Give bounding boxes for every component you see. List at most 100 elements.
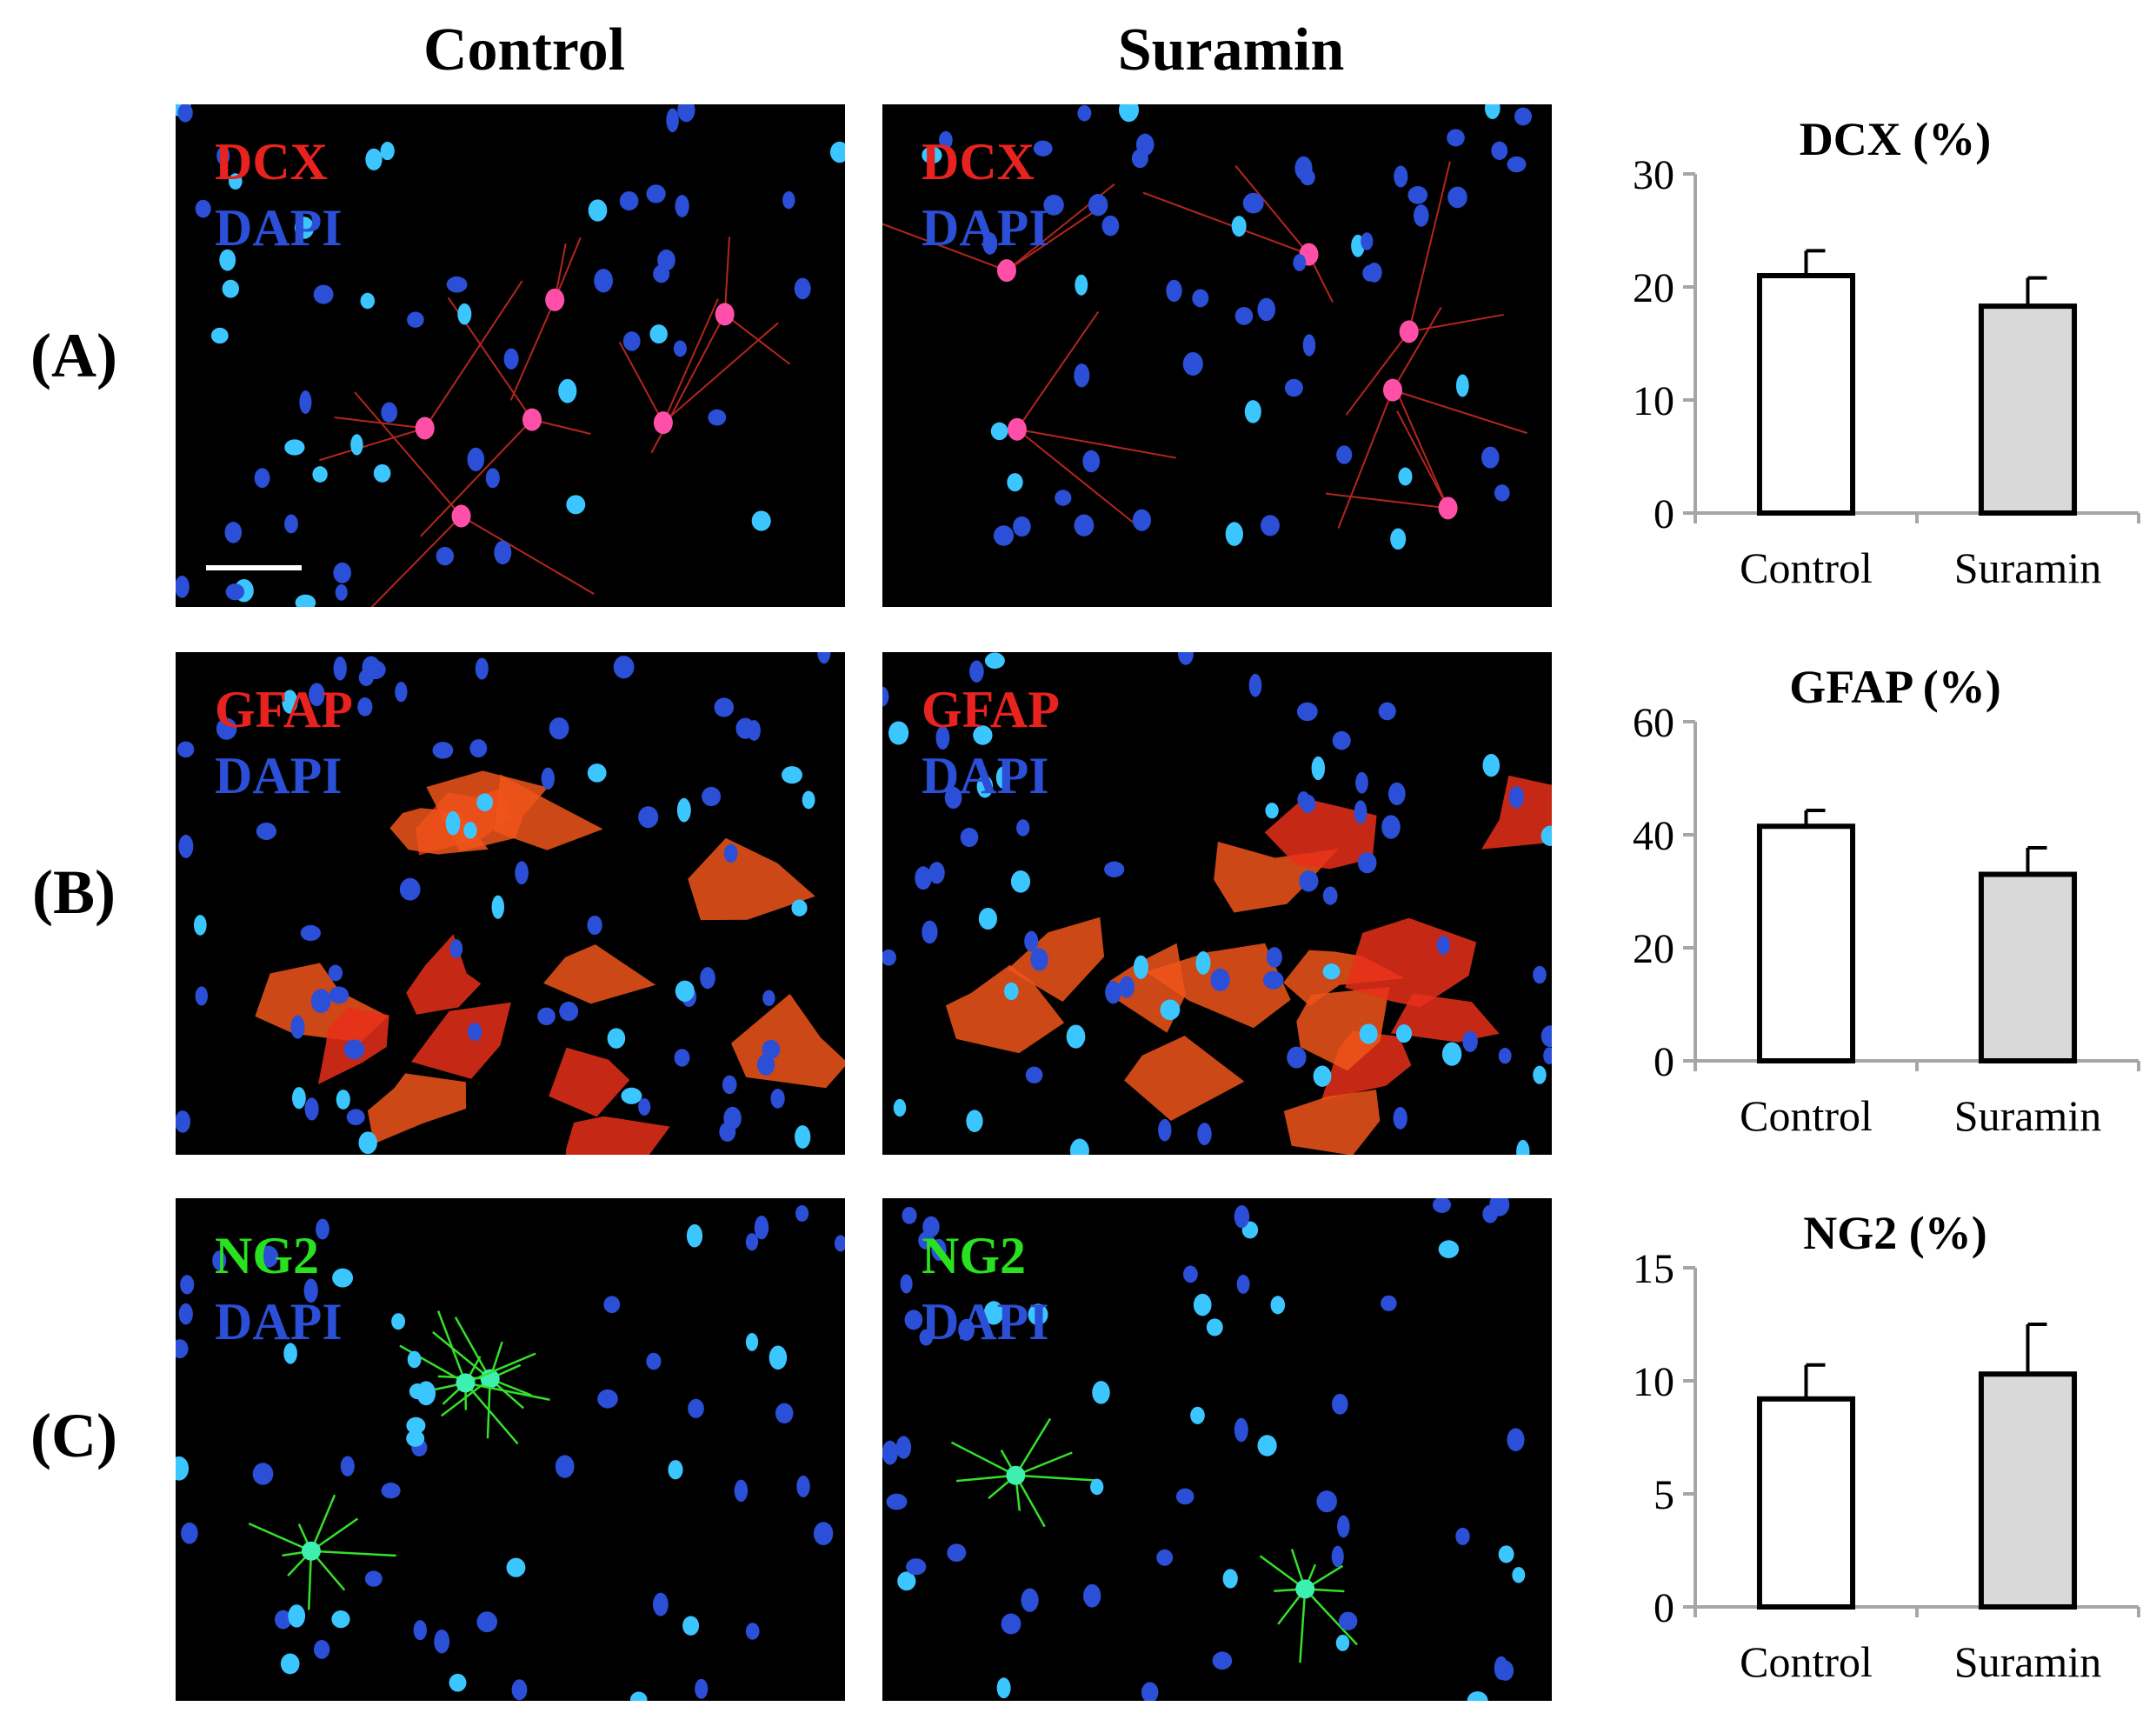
bar-suramin (1981, 875, 2074, 1062)
nucleus (290, 1016, 304, 1039)
nucleus (494, 541, 511, 564)
nucleus (1285, 379, 1303, 397)
nucleus (1166, 280, 1181, 302)
nucleus (176, 1110, 190, 1133)
y-tick-label: 40 (1633, 813, 1674, 859)
nucleus (695, 1679, 708, 1699)
nucleus (757, 1054, 775, 1075)
nucleus (1316, 1490, 1337, 1512)
nucleus (1533, 966, 1547, 983)
nucleus (407, 312, 424, 328)
nucleus (1314, 1066, 1332, 1087)
nucleus (795, 1125, 810, 1149)
nucleus (1381, 1296, 1397, 1311)
row-label-b: (B) (0, 857, 148, 929)
y-tick-label: 20 (1633, 926, 1674, 972)
nucleus (1092, 1381, 1110, 1403)
process (438, 1311, 465, 1383)
nucleus (336, 584, 348, 601)
nucleus (1176, 1489, 1194, 1505)
nucleus (1104, 862, 1124, 877)
nucleus (1183, 1266, 1198, 1283)
x-tick-label: Control (1740, 1091, 1873, 1140)
nucleus (1497, 1661, 1514, 1681)
counterstain-label: DAPI (215, 743, 353, 809)
micrograph-dcx-suramin: DCX DAPI (882, 104, 1552, 607)
counterstain-label: DAPI (215, 195, 343, 261)
nucleus (301, 925, 321, 941)
nucleus (782, 191, 795, 209)
neurite (1017, 430, 1135, 524)
nucleus (341, 1456, 355, 1476)
astrocyte (543, 944, 655, 1003)
nucleus (1243, 193, 1264, 214)
nucleus (1271, 1296, 1286, 1314)
nucleus (1030, 948, 1048, 970)
nucleus (1447, 129, 1465, 146)
nucleus (549, 717, 569, 739)
marker-label: NG2 (215, 1223, 343, 1289)
nucleus (350, 434, 363, 455)
nucleus (176, 576, 190, 598)
nucleus (947, 1543, 966, 1562)
nucleus (1074, 363, 1089, 387)
nucleus (336, 1090, 350, 1110)
neurite (725, 314, 790, 363)
nucleus (795, 1205, 808, 1222)
nucleus (1516, 1140, 1529, 1155)
stain-legend: NG2 DAPI (215, 1223, 343, 1355)
nucleus (700, 967, 715, 989)
nucleus (1394, 165, 1407, 187)
nucleus (1245, 400, 1261, 423)
neurite (1396, 390, 1447, 508)
nucleus (1381, 815, 1401, 839)
nucleus (1105, 981, 1121, 1003)
nucleus (597, 1390, 618, 1409)
micrograph-gfap-control: GFAP DAPI (176, 652, 845, 1155)
y-tick-label: 60 (1633, 700, 1674, 746)
nucleus (305, 1097, 319, 1120)
neurite (421, 420, 532, 537)
nucleus (1294, 157, 1312, 181)
nucleus (1482, 754, 1500, 777)
nucleus (256, 823, 276, 840)
nucleus (1197, 1123, 1211, 1145)
nucleus (177, 104, 192, 123)
nucleus (979, 908, 997, 930)
nucleus (621, 1088, 642, 1104)
nucleus (1133, 510, 1151, 531)
neuron-soma (997, 259, 1016, 282)
nucleus (1358, 852, 1377, 873)
nucleus (1158, 1119, 1171, 1142)
nucleus (1336, 445, 1352, 463)
nucleus (1394, 1107, 1407, 1130)
nucleus (896, 1436, 911, 1458)
nucleus (1332, 1394, 1348, 1415)
nucleus (194, 915, 207, 936)
neuron-soma (522, 409, 542, 431)
nucleus (762, 990, 775, 1006)
nucleus (365, 1570, 383, 1586)
nucleus (1499, 1545, 1514, 1563)
neurite (355, 392, 462, 517)
nucleus (746, 1623, 760, 1639)
micrograph-ng2-control: NG2 DAPI (176, 1198, 845, 1701)
nucleus (1007, 473, 1022, 491)
nucleus (997, 1677, 1011, 1698)
nucleus (587, 916, 602, 935)
nucleus (1398, 468, 1412, 486)
neurite (1326, 494, 1448, 509)
nucleus (1075, 275, 1088, 296)
nucleus (722, 1076, 737, 1095)
process (311, 1551, 396, 1556)
nucleus (1234, 1205, 1249, 1228)
nucleus (735, 718, 755, 739)
nucleus (409, 1383, 426, 1399)
nucleus (176, 1339, 189, 1358)
counterstain-label: DAPI (922, 195, 1049, 261)
nucleus (1226, 522, 1243, 546)
nucleus (791, 900, 807, 916)
nucleus (284, 439, 304, 455)
nucleus (433, 742, 454, 758)
nucleus (588, 763, 607, 783)
